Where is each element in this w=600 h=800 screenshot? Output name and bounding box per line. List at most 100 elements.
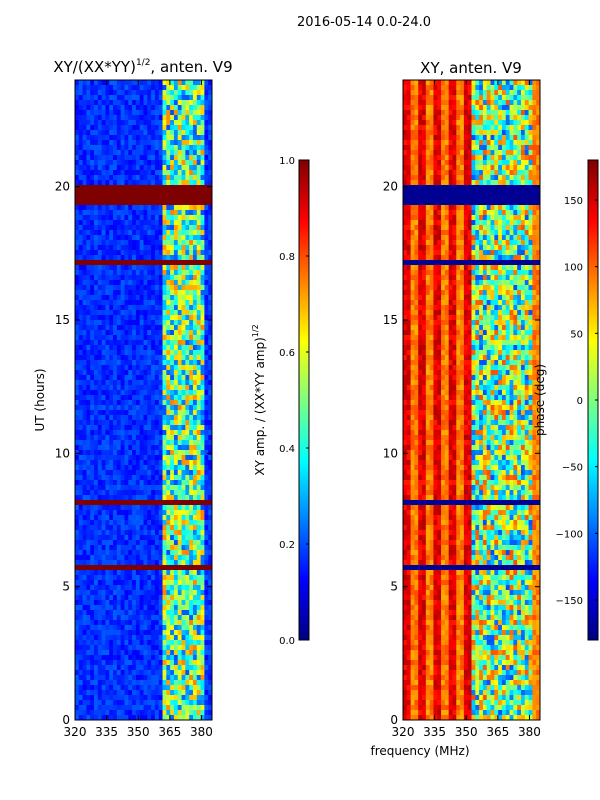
heatmap-cell <box>147 225 152 231</box>
heatmap-cell <box>154 375 160 381</box>
heatmap-cell <box>105 655 110 661</box>
heatmap-cell <box>170 460 175 466</box>
heatmap-cell <box>75 100 80 106</box>
heatmap-cell <box>124 410 129 416</box>
heatmap-cell <box>528 95 533 101</box>
heatmap-cell <box>120 215 125 221</box>
heatmap-cell <box>78 540 84 546</box>
heatmap-cell <box>166 665 171 671</box>
heatmap-cell <box>101 100 106 106</box>
heatmap-cell <box>166 660 171 666</box>
heatmap-cell <box>105 255 110 261</box>
heatmap-cell <box>120 635 125 641</box>
heatmap-cell <box>185 375 190 381</box>
heatmap-cell <box>139 580 144 586</box>
heatmap-cell <box>208 285 213 291</box>
heatmap-cell <box>75 85 80 91</box>
heatmap-cell <box>524 105 529 111</box>
heatmap-cell <box>192 180 198 186</box>
heatmap-cell <box>204 350 209 356</box>
heatmap-cell <box>94 165 99 171</box>
heatmap-cell <box>132 260 137 266</box>
heatmap-cell <box>90 370 95 376</box>
heatmap-cell <box>143 605 148 611</box>
heatmap-cell <box>196 195 201 201</box>
heatmap-cell <box>90 110 95 116</box>
heatmap-cell <box>192 235 198 241</box>
heatmap-cell <box>185 555 190 561</box>
heatmap-cell <box>124 340 129 346</box>
heatmap-cell <box>113 485 118 491</box>
heatmap-cell <box>143 170 148 176</box>
heatmap-cell <box>151 95 156 101</box>
heatmap-cell <box>170 700 175 706</box>
heatmap-cell <box>143 425 148 431</box>
heatmap-cell <box>120 240 125 246</box>
heatmap-cell <box>94 200 99 206</box>
heatmap-cell <box>128 245 133 251</box>
heatmap-cell <box>105 265 110 271</box>
heatmap-cell <box>192 265 198 271</box>
heatmap-cell <box>162 80 167 86</box>
heatmap-cell <box>139 215 144 221</box>
heatmap-cell <box>170 365 175 371</box>
heatmap-cell <box>139 375 144 381</box>
heatmap-cell <box>162 300 167 306</box>
heatmap-cell <box>90 430 95 436</box>
heatmap-cell <box>75 390 80 396</box>
heatmap-cell <box>177 165 182 171</box>
heatmap-cell <box>151 335 156 341</box>
heatmap-cell <box>479 120 484 126</box>
heatmap-cell <box>513 80 518 86</box>
heatmap-cell <box>86 240 91 246</box>
heatmap-cell <box>158 400 163 406</box>
heatmap-cell <box>78 150 84 156</box>
heatmap-cell <box>192 410 198 416</box>
heatmap-cell <box>75 525 80 531</box>
heatmap-cell <box>177 695 182 701</box>
heatmap-cell <box>124 185 129 191</box>
heatmap-cell <box>90 360 95 366</box>
heatmap-cell <box>97 550 103 556</box>
heatmap-cell <box>204 390 209 396</box>
heatmap-cell <box>158 705 163 711</box>
heatmap-cell <box>170 630 175 636</box>
heatmap-cell <box>200 480 205 486</box>
heatmap-cell <box>105 475 110 481</box>
heatmap-cell <box>116 625 122 631</box>
heatmap-cell <box>116 245 122 251</box>
heatmap-cell <box>90 320 95 326</box>
heatmap-cell <box>505 120 510 126</box>
heatmap-cell <box>94 330 99 336</box>
heatmap-cell <box>132 415 137 421</box>
heatmap-cell <box>101 345 106 351</box>
heatmap-cell <box>128 345 133 351</box>
heatmap-cell <box>162 560 167 566</box>
heatmap-cell <box>90 350 95 356</box>
heatmap-cell <box>135 120 141 126</box>
heatmap-cell <box>185 560 190 566</box>
heatmap-cell <box>147 415 152 421</box>
heatmap-cell <box>192 710 198 716</box>
heatmap-cell <box>135 235 141 241</box>
heatmap-cell <box>154 495 160 501</box>
heatmap-cell <box>78 170 84 176</box>
heatmap-cell <box>135 375 141 381</box>
heatmap-cell <box>513 90 518 96</box>
heatmap-cell <box>139 620 144 626</box>
heatmap-cell <box>135 400 141 406</box>
heatmap-cell <box>151 520 156 526</box>
heatmap-cell <box>132 560 137 566</box>
heatmap-cell <box>173 290 179 296</box>
heatmap-cell <box>109 615 114 621</box>
heatmap-cell <box>185 600 190 606</box>
heatmap-cell <box>116 215 122 221</box>
heatmap-cell <box>90 525 95 531</box>
heatmap-cell <box>181 255 186 261</box>
heatmap-cell <box>109 630 114 636</box>
heatmap-cell <box>113 690 118 696</box>
heatmap-cell <box>505 80 510 86</box>
heatmap-cell <box>456 100 461 106</box>
heatmap-cell <box>94 285 99 291</box>
heatmap-cell <box>410 80 415 86</box>
